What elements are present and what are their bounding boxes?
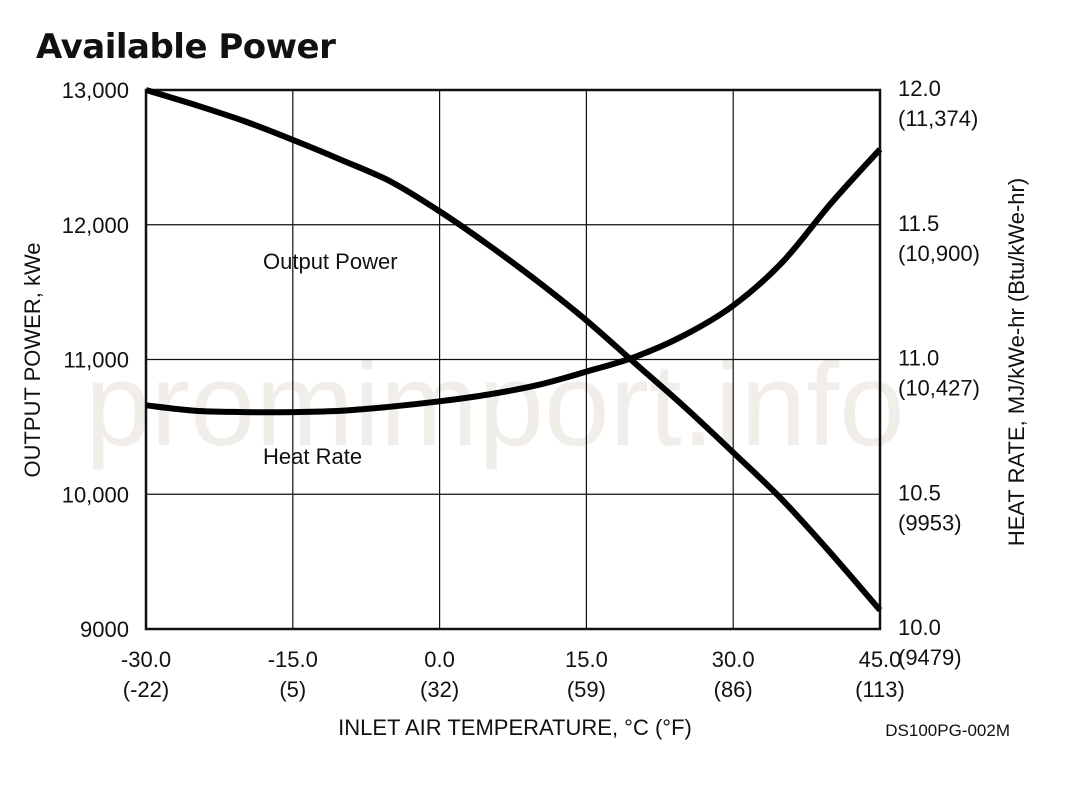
y-left-axis-ticks: 13,000 12,000 11,000 10,000 9000: [62, 78, 129, 642]
y-right-tick-label-btu: (9479): [898, 645, 962, 670]
x-tick-label-f: (32): [420, 677, 459, 702]
x-tick-label-f: (86): [714, 677, 753, 702]
y-left-tick-label: 12,000: [62, 213, 129, 238]
y-right-tick-label-btu: (10,900): [898, 241, 980, 266]
y-right-tick-label: 11.5: [898, 211, 939, 236]
x-tick-label-f: (5): [279, 677, 306, 702]
y-right-axis-label: HEAT RATE, MJ/kWe-hr (Btu/kWe-hr): [1004, 178, 1029, 546]
series-label-output-power: Output Power: [263, 249, 398, 274]
series-line-heat-rate: [145, 147, 883, 416]
figure-code: DS100PG-002M: [885, 721, 1010, 740]
y-right-tick-label-btu: (10,427): [898, 376, 980, 401]
y-right-tick-label-btu: (11,374): [898, 106, 978, 131]
x-tick-label: 45.0: [859, 647, 902, 672]
y-right-tick-label: 12.0: [898, 76, 941, 101]
chart-title: Available Power: [36, 27, 336, 67]
x-axis-label: INLET AIR TEMPERATURE, °C (°F): [338, 715, 692, 740]
x-axis-ticks: -30.0 (-22) -15.0 (5) 0.0 (32) 15.0 (59) 30.0 (86…: [121, 647, 905, 702]
x-tick-label: -15.0: [268, 647, 318, 672]
x-tick-label-f: (-22): [123, 677, 169, 702]
y-right-tick-label-btu: (9953): [898, 510, 962, 535]
x-tick-label-f: (113): [855, 677, 905, 702]
y-right-tick-label: 11.0: [898, 346, 939, 371]
x-tick-label: -30.0: [121, 647, 171, 672]
x-tick-label: 0.0: [424, 647, 455, 672]
grid-lines: [145, 89, 881, 630]
y-left-tick-label: 10,000: [62, 482, 129, 507]
y-right-tick-label: 10.0: [898, 615, 941, 640]
y-left-tick-label: 13,000: [62, 78, 129, 103]
x-tick-label: 15.0: [565, 647, 608, 672]
series-lines: [145, 87, 883, 613]
x-tick-label-f: (59): [567, 677, 606, 702]
y-right-tick-label: 10.5: [898, 480, 941, 505]
y-right-axis-ticks: 12.0 (11,374) 11.5 (10,900) 11.0 (10,427) 10.5…: [898, 76, 980, 670]
plot-frame: [144, 88, 882, 631]
watermark: promimport.info: [85, 339, 905, 471]
y-left-tick-label: 9000: [80, 617, 129, 642]
series-line-output-power: [145, 87, 883, 613]
series-label-heat-rate: Heat Rate: [263, 444, 362, 469]
y-left-tick-label: 11,000: [63, 348, 129, 373]
y-left-axis-label: OUTPUT POWER, kWe: [20, 242, 45, 477]
x-tick-label: 30.0: [712, 647, 755, 672]
